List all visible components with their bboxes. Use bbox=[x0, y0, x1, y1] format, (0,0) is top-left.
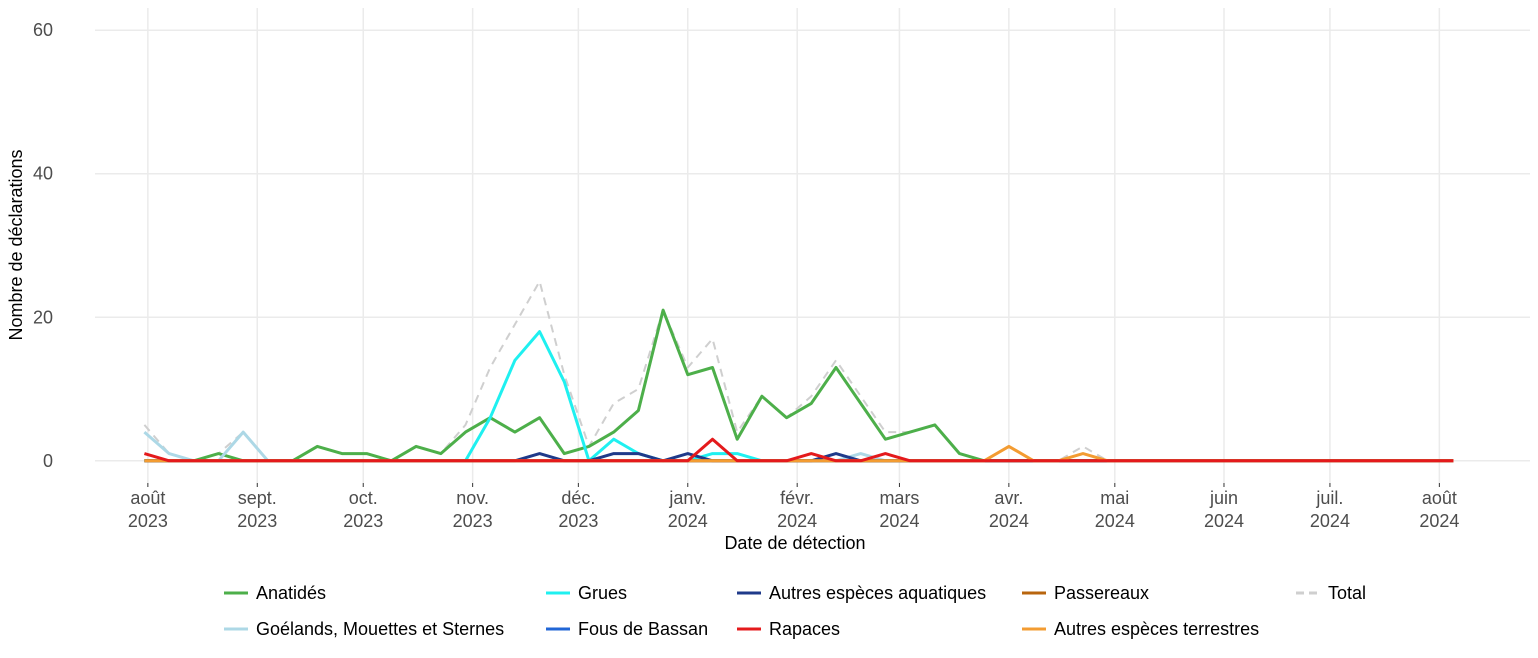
y-axis-title: Nombre de déclarations bbox=[6, 149, 26, 340]
x-tick-label: avr. 2024 bbox=[988, 488, 1029, 531]
x-tick-label: mars 2024 bbox=[879, 488, 920, 531]
series-line bbox=[143, 280, 1454, 462]
x-tick-label: sept. 2023 bbox=[237, 488, 278, 531]
y-tick-label: 40 bbox=[33, 164, 53, 184]
legend-label: Autres espèces terrestres bbox=[1054, 619, 1259, 639]
x-axis-title: Date de détection bbox=[724, 533, 865, 553]
y-tick-label: 0 bbox=[43, 451, 53, 471]
y-tick-label: 60 bbox=[33, 20, 53, 40]
x-tick-label: juil. 2024 bbox=[1309, 488, 1350, 531]
x-tick-label: août 2024 bbox=[1419, 488, 1460, 531]
legend-label: Autres espèces aquatiques bbox=[769, 583, 986, 603]
x-tick-label: juin 2024 bbox=[1203, 488, 1244, 531]
x-tick-label: févr. 2024 bbox=[777, 488, 818, 531]
series-line bbox=[143, 437, 1454, 463]
legend-label: Total bbox=[1328, 583, 1366, 603]
x-tick-label: oct. 2023 bbox=[343, 488, 384, 531]
series-line bbox=[144, 308, 1454, 463]
legend-label: Fous de Bassan bbox=[578, 619, 708, 639]
legend-label: Grues bbox=[578, 583, 627, 603]
legend-label: Goélands, Mouettes et Sternes bbox=[256, 619, 504, 639]
x-tick-label: août 2023 bbox=[127, 488, 168, 531]
legend-label: Anatidés bbox=[256, 583, 326, 603]
x-tick-label: mai 2024 bbox=[1094, 488, 1135, 531]
series-line bbox=[144, 330, 1454, 463]
legend-label: Rapaces bbox=[769, 619, 840, 639]
x-tick-label: janv. 2024 bbox=[667, 488, 708, 531]
x-tick-label: déc. 2023 bbox=[558, 488, 599, 531]
y-tick-label: 20 bbox=[33, 307, 53, 327]
x-tick-label: nov. 2023 bbox=[452, 488, 493, 531]
legend-label: Passereaux bbox=[1054, 583, 1149, 603]
